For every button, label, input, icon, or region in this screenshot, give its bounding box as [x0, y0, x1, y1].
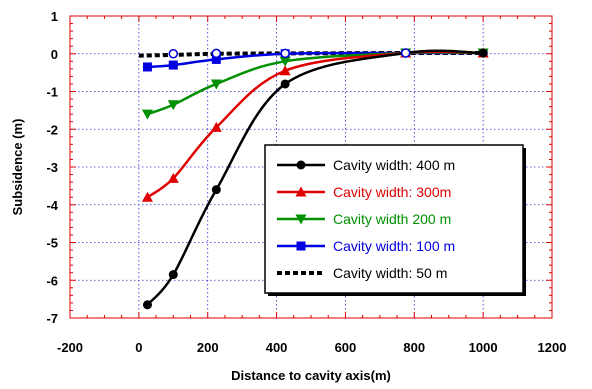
- y-tick-label: 0: [51, 47, 58, 62]
- open-marker: [280, 48, 290, 59]
- data-point: [478, 48, 488, 58]
- data-point: [280, 79, 290, 89]
- legend-item: Cavity width: 100 m: [277, 238, 455, 254]
- data-point: [210, 79, 222, 90]
- data-point: [211, 185, 221, 195]
- legend-item: Cavity width: 400 m: [277, 157, 455, 173]
- data-point: [142, 300, 152, 310]
- legend-item: Cavity width 200 m: [277, 211, 451, 227]
- data-point: [168, 270, 178, 280]
- data-point: [167, 100, 179, 111]
- x-tick-label: 0: [135, 340, 142, 355]
- y-tick-label: -6: [46, 273, 58, 288]
- open-marker: [400, 48, 411, 58]
- y-tick-label: -3: [46, 160, 58, 175]
- y-tick-label: -2: [46, 122, 58, 137]
- data-point: [141, 191, 153, 202]
- y-tick-label: -7: [46, 311, 58, 326]
- y-tick-label: -1: [46, 85, 58, 100]
- legend-item: Cavity width: 300m: [277, 184, 451, 200]
- series-group: [138, 47, 489, 310]
- legend: Cavity width: 400 m Cavity width: 300m Cav…: [264, 144, 526, 296]
- x-axis-title: Distance to cavity axis(m): [231, 368, 391, 383]
- data-point: [279, 65, 291, 76]
- y-tick-label: 1: [51, 9, 58, 24]
- data-point: [141, 109, 153, 120]
- axes: -200 0 200 400 600 800 1000 1200 1 0 -1 -2 -3 -4 -5 -6 -…: [46, 9, 566, 355]
- x-tick-label: 400: [266, 340, 288, 355]
- legend-label: Cavity width: 100 m: [333, 238, 455, 254]
- data-point: [142, 62, 152, 72]
- data-point: [168, 60, 178, 70]
- x-tick-label: 200: [197, 340, 219, 355]
- legend-label: Cavity width: 300m: [333, 184, 451, 200]
- legend-marker: [296, 160, 306, 170]
- legend-marker: [296, 241, 306, 251]
- legend-label: Cavity width: 400 m: [333, 157, 455, 173]
- x-tick-label: -200: [57, 340, 83, 355]
- legend-label: Cavity width 200 m: [333, 211, 451, 227]
- x-tick-label: 600: [335, 340, 357, 355]
- x-tick-label: 800: [403, 340, 425, 355]
- x-tick-label: 1000: [469, 340, 498, 355]
- data-point: [211, 54, 221, 64]
- legend-label: Cavity width: 50 m: [333, 265, 447, 281]
- data-point: [167, 172, 179, 183]
- legend-item: Cavity width: 50 m: [277, 265, 447, 281]
- legend-marker: [295, 214, 307, 225]
- data-point: [279, 56, 291, 67]
- legend-marker: [295, 186, 307, 197]
- y-tick-label: -5: [46, 236, 58, 251]
- open-marker: [168, 49, 179, 59]
- y-tick-label: -4: [46, 198, 58, 213]
- x-tick-label: 1200: [538, 340, 567, 355]
- data-point: [210, 121, 222, 132]
- y-axis-title: Subsidence (m): [10, 119, 25, 216]
- open-marker: [211, 48, 222, 59]
